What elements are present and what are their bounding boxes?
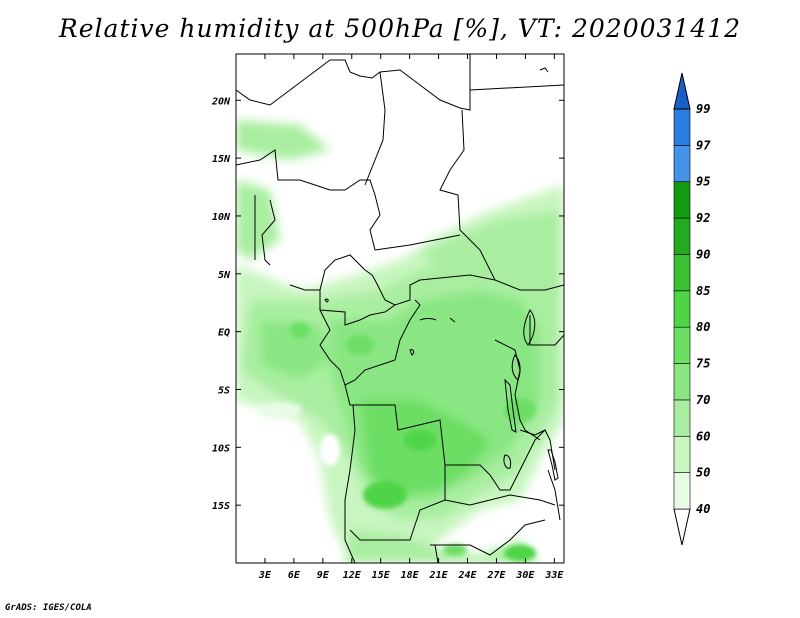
colorbar-level-label: 60 [696, 429, 710, 443]
colorbar-low-arrow [673, 508, 691, 546]
colorbar-segment [673, 217, 691, 255]
colorbar-high-arrow [673, 72, 691, 110]
lat-tick-label: 10S [212, 443, 230, 454]
colorbar-level-label: 90 [696, 247, 710, 261]
lat-tick-label: 20N [211, 96, 231, 107]
lon-tick-label: 33E [544, 570, 564, 581]
colorbar-level-label: 92 [696, 211, 710, 225]
lon-tick-label: 9E [317, 570, 330, 581]
colorbar-segment [673, 399, 691, 437]
colorbar-legend: 40 50 60 70 75 80 85 90 92 95 97 99 [673, 72, 711, 546]
lon-tick-label: 30E [515, 570, 535, 581]
map-frame [235, 53, 565, 564]
lon-tick-label: 21E [429, 570, 449, 581]
colorbar-segment [673, 254, 691, 292]
lat-tick-label: EQ [218, 328, 230, 339]
colorbar-level-label: 97 [696, 138, 711, 152]
lon-tick-label: 3E [258, 570, 272, 581]
lon-tick-label: 27E [486, 570, 506, 581]
lon-tick-label: 15E [372, 570, 391, 581]
colorbar-level-label: 99 [696, 102, 710, 116]
colorbar-level-label: 50 [696, 466, 710, 480]
grads-credit: GrADS: IGES/COLA [5, 603, 92, 613]
colorbar-segment [673, 108, 691, 146]
colorbar-segment [673, 435, 691, 473]
colorbar-segment [673, 145, 691, 183]
colorbar-level-label: 75 [696, 357, 710, 371]
lon-tick-label: 6E [288, 570, 301, 581]
lat-tick-label: 15N [212, 154, 231, 165]
colorbar-level-label: 40 [696, 502, 710, 516]
humidity-field [236, 54, 564, 563]
lakes [324, 67, 559, 481]
colorbar-segment [673, 472, 691, 510]
colorbar-level-label: 95 [696, 175, 710, 189]
lon-tick-label: 18E [401, 570, 420, 581]
colorbar-segment [673, 363, 691, 401]
colorbar-segment [673, 326, 691, 364]
country-borders [236, 54, 564, 563]
lat-tick-label: 10N [212, 212, 231, 223]
colorbar-level-label: 85 [696, 284, 710, 298]
lat-tick-label: 5S [218, 385, 230, 396]
colorbar-level-label: 80 [696, 320, 710, 334]
map-title: Relative humidity at 500hPa [%], VT: 202… [58, 14, 742, 43]
colorbar-segment [673, 181, 691, 219]
lon-tick-label: 24E [457, 570, 477, 581]
lat-tick-label: 15S [212, 501, 230, 512]
lon-tick-label: 12E [343, 570, 362, 581]
colorbar-level-label: 70 [696, 393, 710, 407]
colorbar-segment [673, 290, 691, 328]
lat-tick-label: 5N [218, 270, 231, 281]
axis-ticks: 20N 15N 10N 5N EQ 5S 10S 15S 3E 6E 9E 12E 15E 18E 21E 2… [211, 54, 564, 581]
